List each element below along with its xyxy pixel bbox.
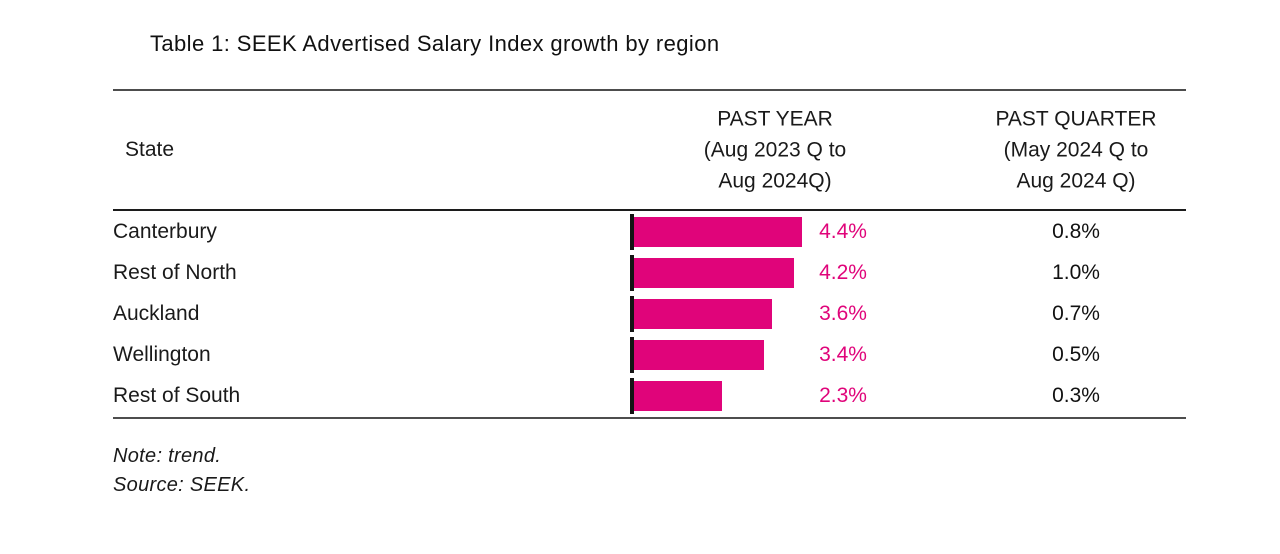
- past-quarter-line2: (May 2024 Q to: [1003, 138, 1149, 162]
- past-quarter-value: 1.0%: [1052, 260, 1100, 284]
- region-label: Canterbury: [113, 219, 217, 243]
- value-bar: [634, 298, 772, 329]
- past-year-value: 4.2%: [819, 260, 867, 284]
- value-bar: [634, 381, 722, 412]
- past-quarter-value: 0.8%: [1052, 219, 1100, 243]
- axis-tick: [630, 295, 634, 332]
- column-header-past-quarter: PAST QUARTER (May 2024 Q to Aug 2024 Q): [926, 104, 1226, 197]
- past-year-line1: PAST YEAR: [717, 107, 833, 131]
- value-bar: [634, 216, 803, 247]
- bar-cell: [630, 254, 795, 291]
- axis-tick: [630, 378, 634, 415]
- past-quarter-line3: Aug 2024 Q): [1016, 169, 1136, 193]
- past-year-line2: (Aug 2023 Q to: [703, 138, 847, 162]
- table-title: Table 1: SEEK Advertised Salary Index gr…: [150, 31, 720, 56]
- axis-tick: [630, 254, 634, 291]
- source-text: Source: SEEK.: [113, 474, 251, 496]
- table-row: Rest of North 4.2% 1.0%: [113, 252, 1186, 293]
- past-year-value: 4.4%: [819, 219, 867, 243]
- bar-cell: [630, 378, 722, 415]
- salary-index-table: State PAST YEAR (Aug 2023 Q to Aug 2024Q…: [113, 89, 1186, 419]
- table-row: Auckland 3.6% 0.7%: [113, 293, 1186, 334]
- past-quarter-value: 0.5%: [1052, 343, 1100, 367]
- table-footnotes: Note: trend. Source: SEEK.: [113, 442, 250, 500]
- value-bar: [634, 340, 764, 371]
- bar-cell: [630, 213, 803, 250]
- column-header-past-year: PAST YEAR (Aug 2023 Q to Aug 2024Q): [625, 104, 925, 197]
- bar-cell: [630, 337, 764, 374]
- past-quarter-line1: PAST QUARTER: [995, 107, 1157, 131]
- note-text: Note: trend.: [113, 445, 222, 467]
- axis-tick: [630, 337, 634, 374]
- table-row: Canterbury 4.4% 0.8%: [113, 211, 1186, 252]
- table-body: Canterbury 4.4% 0.8% Rest of North 4.2% …: [113, 211, 1186, 419]
- value-bar: [634, 257, 795, 288]
- region-label: Wellington: [113, 343, 211, 367]
- past-year-line3: Aug 2024Q): [718, 169, 832, 193]
- past-quarter-value: 0.7%: [1052, 301, 1100, 325]
- region-label: Rest of South: [113, 384, 241, 408]
- past-year-value: 3.6%: [819, 301, 867, 325]
- past-year-value: 3.4%: [819, 343, 867, 367]
- bar-cell: [630, 295, 772, 332]
- region-label: Auckland: [113, 301, 200, 325]
- region-label: Rest of North: [113, 260, 237, 284]
- axis-tick: [630, 213, 634, 250]
- past-year-value: 2.3%: [819, 384, 867, 408]
- past-quarter-value: 0.3%: [1052, 384, 1100, 408]
- table-row: Rest of South 2.3% 0.3%: [113, 376, 1186, 417]
- table-header-row: State PAST YEAR (Aug 2023 Q to Aug 2024Q…: [113, 89, 1186, 211]
- column-header-state: State: [125, 138, 175, 161]
- table-row: Wellington 3.4% 0.5%: [113, 335, 1186, 376]
